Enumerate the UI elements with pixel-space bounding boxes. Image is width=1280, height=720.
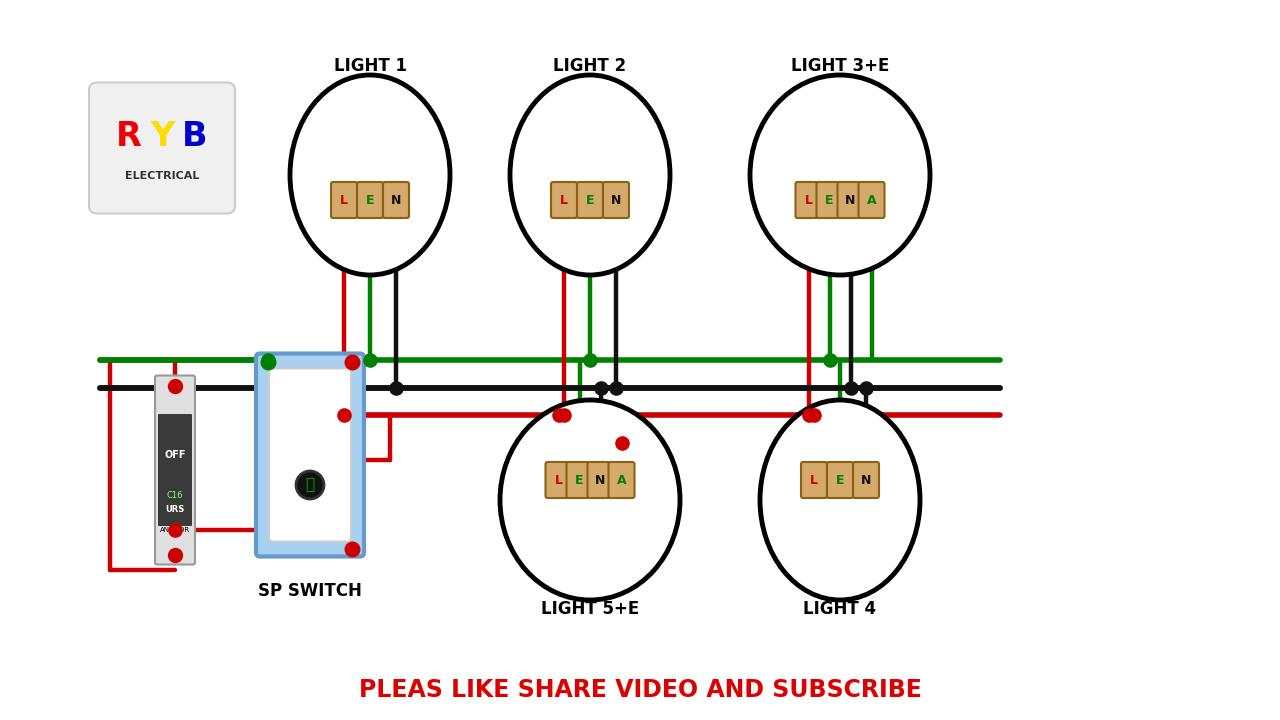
Point <box>342 543 362 554</box>
Text: OFF: OFF <box>164 450 186 460</box>
Text: A: A <box>867 194 877 207</box>
Text: N: N <box>611 194 621 207</box>
FancyBboxPatch shape <box>577 182 603 218</box>
Text: LIGHT 2: LIGHT 2 <box>553 57 627 75</box>
Text: C16: C16 <box>166 490 183 500</box>
Point <box>554 409 575 420</box>
Point <box>385 382 406 394</box>
Point <box>165 549 186 560</box>
Text: LIGHT 5+E: LIGHT 5+E <box>541 600 639 618</box>
Text: N: N <box>845 194 856 207</box>
FancyBboxPatch shape <box>603 182 628 218</box>
Point <box>257 354 278 366</box>
Text: N: N <box>861 474 872 487</box>
FancyBboxPatch shape <box>157 414 192 526</box>
Ellipse shape <box>500 400 680 600</box>
Text: ANCHOR: ANCHOR <box>160 527 189 533</box>
Text: L: L <box>554 474 562 487</box>
Point <box>165 524 186 536</box>
Text: R: R <box>116 120 142 153</box>
Text: N: N <box>595 474 605 487</box>
Text: N: N <box>390 194 401 207</box>
Text: L: L <box>810 474 818 487</box>
Point <box>165 379 186 391</box>
Text: E: E <box>826 194 833 207</box>
FancyBboxPatch shape <box>588 462 613 498</box>
Ellipse shape <box>509 75 669 275</box>
Point <box>856 382 877 394</box>
Point <box>840 382 860 394</box>
Text: LIGHT 3+E: LIGHT 3+E <box>791 57 890 75</box>
Text: Y: Y <box>150 120 174 153</box>
Text: B: B <box>182 120 207 153</box>
Text: L: L <box>561 194 568 207</box>
Ellipse shape <box>291 75 451 275</box>
Text: ⏻: ⏻ <box>306 477 315 492</box>
FancyBboxPatch shape <box>795 182 822 218</box>
FancyBboxPatch shape <box>383 182 410 218</box>
Text: E: E <box>366 194 374 207</box>
FancyBboxPatch shape <box>852 462 879 498</box>
FancyBboxPatch shape <box>827 462 852 498</box>
FancyBboxPatch shape <box>608 462 635 498</box>
Point <box>257 356 278 367</box>
FancyBboxPatch shape <box>256 354 364 557</box>
Point <box>612 437 632 449</box>
FancyBboxPatch shape <box>801 462 827 498</box>
Text: URS: URS <box>165 505 184 515</box>
Text: ELECTRICAL: ELECTRICAL <box>125 171 200 181</box>
Text: E: E <box>836 474 845 487</box>
FancyBboxPatch shape <box>859 182 884 218</box>
Text: A: A <box>617 474 626 487</box>
Point <box>799 409 819 420</box>
Point <box>334 409 355 420</box>
Point <box>590 382 611 394</box>
FancyBboxPatch shape <box>545 462 571 498</box>
Ellipse shape <box>750 75 931 275</box>
FancyBboxPatch shape <box>567 462 593 498</box>
Point <box>360 354 380 366</box>
Circle shape <box>296 471 324 499</box>
Text: LIGHT 1: LIGHT 1 <box>334 57 407 75</box>
FancyBboxPatch shape <box>332 182 357 218</box>
Point <box>580 354 600 366</box>
Point <box>819 354 840 366</box>
Text: E: E <box>586 194 594 207</box>
Text: L: L <box>340 194 348 207</box>
Text: L: L <box>805 194 813 207</box>
FancyBboxPatch shape <box>817 182 842 218</box>
Text: SP SWITCH: SP SWITCH <box>259 582 362 600</box>
Point <box>605 382 626 394</box>
Point <box>804 409 824 420</box>
Point <box>342 356 362 367</box>
Point <box>548 409 568 420</box>
Text: LIGHT 4: LIGHT 4 <box>804 600 877 618</box>
FancyBboxPatch shape <box>357 182 383 218</box>
FancyBboxPatch shape <box>269 369 351 541</box>
Ellipse shape <box>760 400 920 600</box>
Text: PLEAS LIKE SHARE VIDEO AND SUBSCRIBE: PLEAS LIKE SHARE VIDEO AND SUBSCRIBE <box>358 678 922 702</box>
FancyBboxPatch shape <box>837 182 864 218</box>
Text: E: E <box>575 474 584 487</box>
FancyBboxPatch shape <box>90 83 236 214</box>
FancyBboxPatch shape <box>550 182 577 218</box>
FancyBboxPatch shape <box>155 376 195 564</box>
